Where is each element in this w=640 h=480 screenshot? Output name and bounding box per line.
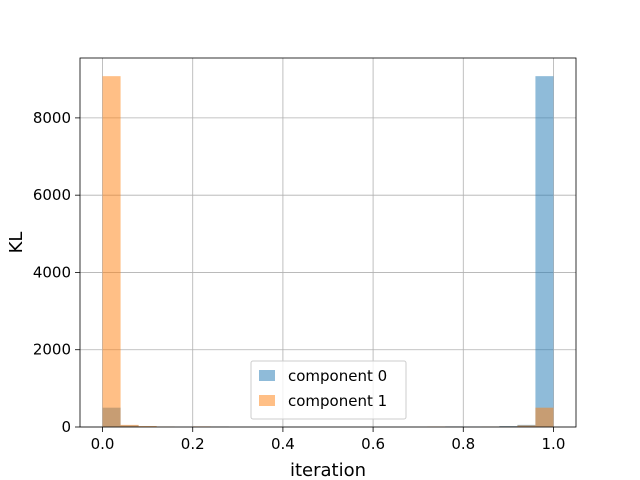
x-tick-label: 1.0	[542, 435, 566, 453]
series-1-bars	[102, 76, 554, 427]
x-tick-label: 0.0	[91, 435, 115, 453]
plot-frame	[79, 57, 577, 428]
y-tick-label: 4000	[33, 263, 71, 281]
histogram-bar	[138, 426, 157, 427]
y-axis-label: KL	[6, 232, 27, 254]
bars-layer	[102, 76, 554, 427]
legend-swatch-component-1	[259, 395, 275, 406]
histogram-bar	[535, 76, 554, 427]
y-tick-label: 8000	[33, 109, 71, 127]
legend-label-component-0: component 0	[288, 367, 387, 385]
legend-swatch-component-0	[259, 370, 275, 381]
x-tick-label: 0.2	[181, 435, 205, 453]
y-tick-label: 0	[61, 418, 71, 436]
histogram-bar	[102, 76, 121, 427]
x-tick-label: 0.4	[271, 435, 295, 453]
y-tick-label: 2000	[33, 341, 71, 359]
ticks-layer: 0.0 0.2 0.4 0.6 0.8 1.0 0 2000 4000 6000 8000	[33, 109, 566, 453]
x-tick-label: 0.8	[451, 435, 475, 453]
histogram-bar	[535, 407, 554, 427]
legend-box	[250, 360, 407, 420]
x-tick-label: 0.6	[361, 435, 385, 453]
x-axis-label: iteration	[290, 460, 366, 480]
legend-label-component-1: component 1	[288, 392, 387, 410]
histogram-bar	[120, 424, 139, 427]
legend: component 0 component 1	[250, 360, 407, 420]
y-tick-label: 6000	[33, 186, 71, 204]
histogram-bar	[517, 425, 536, 427]
